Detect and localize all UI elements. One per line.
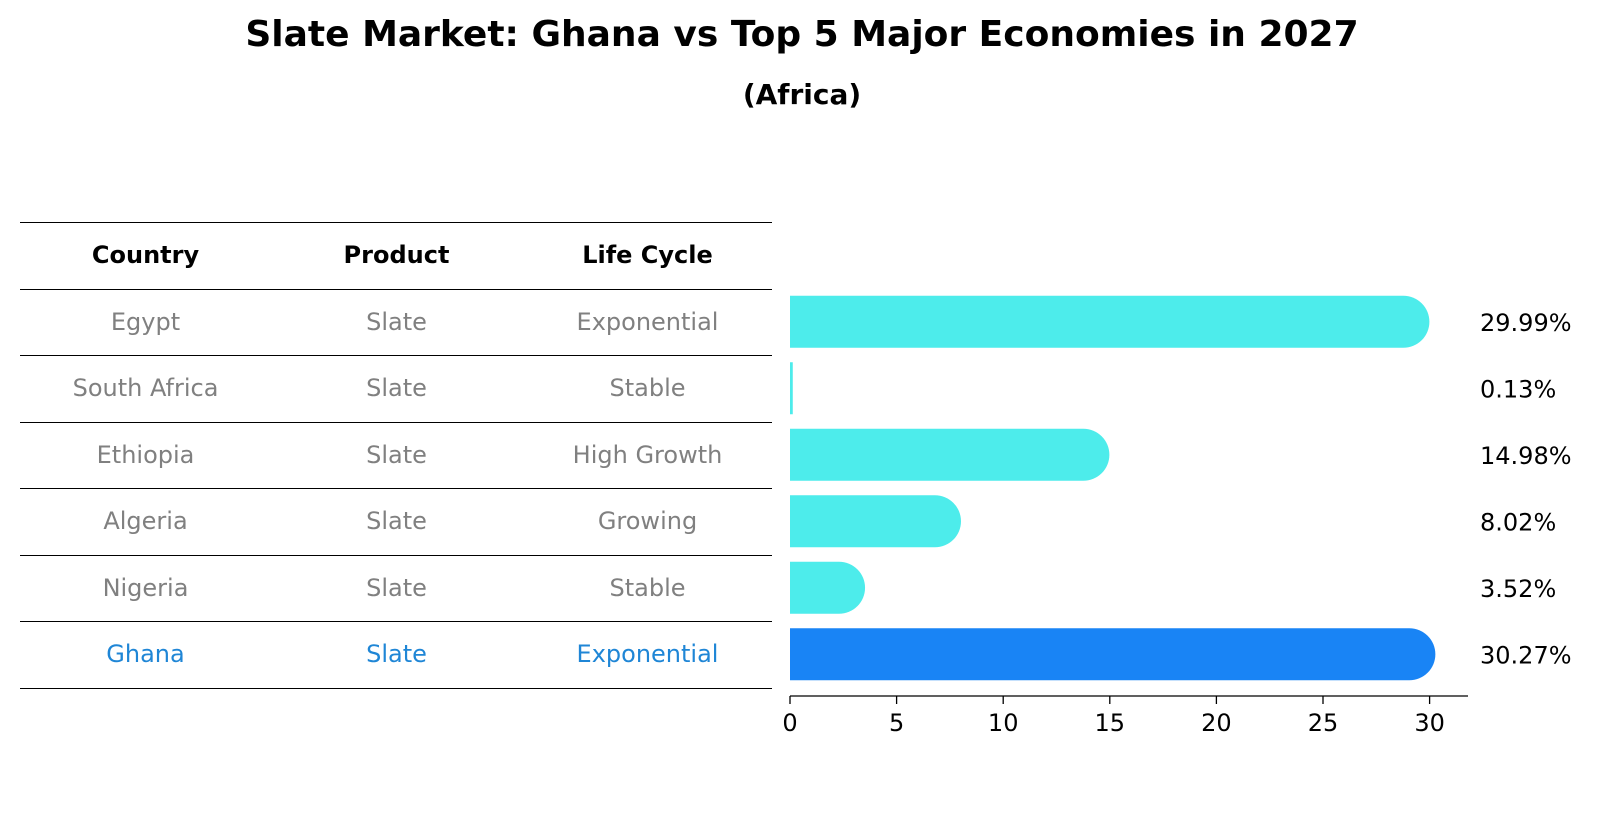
table-cell: Algeria	[103, 507, 188, 535]
table-rule	[20, 421, 772, 423]
bar-ethiopia	[790, 428, 1110, 481]
chart-title: Slate Market: Ghana vs Top 5 Major Econo…	[245, 14, 1359, 55]
table-header-cell: Product	[343, 241, 450, 269]
table-header-cell: Country	[91, 241, 200, 269]
table-rule	[20, 621, 772, 622]
table-rule	[20, 222, 772, 223]
table-cell: Egypt	[110, 307, 181, 336]
data-label: 8.02%	[1480, 508, 1556, 536]
table-cell: Slate	[366, 374, 427, 402]
table-cell: Ethiopia	[96, 440, 195, 469]
table-cell: Slate	[366, 307, 427, 336]
data-label: 14.98%	[1480, 442, 1572, 470]
x-tick-label: 10	[988, 709, 1019, 737]
table-cell: South Africa	[72, 374, 219, 402]
table-rule	[20, 554, 772, 556]
x-tick-label: 0	[782, 709, 797, 737]
data-label: 0.13%	[1480, 375, 1556, 403]
table-rule	[20, 288, 772, 290]
table-rule	[20, 355, 772, 356]
table-cell: Slate	[366, 507, 427, 535]
table-rule	[20, 488, 772, 489]
table-cell: Ghana	[106, 640, 185, 668]
x-tick-label: 15	[1095, 709, 1126, 737]
bar-ghana	[790, 628, 1436, 681]
x-tick-label: 30	[1414, 709, 1445, 737]
bar-egypt	[790, 295, 1430, 348]
table-cell: Stable	[609, 573, 686, 602]
data-label: 3.52%	[1480, 575, 1556, 603]
table-cell: High Growth	[572, 440, 723, 469]
x-tick-label: 25	[1308, 709, 1339, 737]
table-cell: Exponential	[576, 307, 719, 336]
x-tick-label: 5	[889, 709, 904, 737]
table-rule	[20, 687, 772, 689]
table-cell: Slate	[366, 573, 427, 602]
table-cell: Growing	[597, 507, 698, 535]
bar-nigeria	[790, 561, 866, 614]
bar-algeria	[790, 495, 961, 548]
table-cell: Slate	[366, 640, 427, 668]
x-tick-label: 20	[1201, 709, 1232, 737]
chart-subtitle: (Africa)	[742, 78, 862, 111]
data-label: 29.99%	[1480, 309, 1572, 337]
table-cell: Nigeria	[102, 573, 189, 602]
table-header-cell: Life Cycle	[582, 241, 713, 269]
data-label: 30.27%	[1480, 641, 1572, 669]
bar-south-africa	[790, 362, 793, 415]
table-cell: Exponential	[576, 640, 719, 668]
table-cell: Slate	[366, 440, 427, 469]
table-cell: Stable	[609, 374, 686, 402]
